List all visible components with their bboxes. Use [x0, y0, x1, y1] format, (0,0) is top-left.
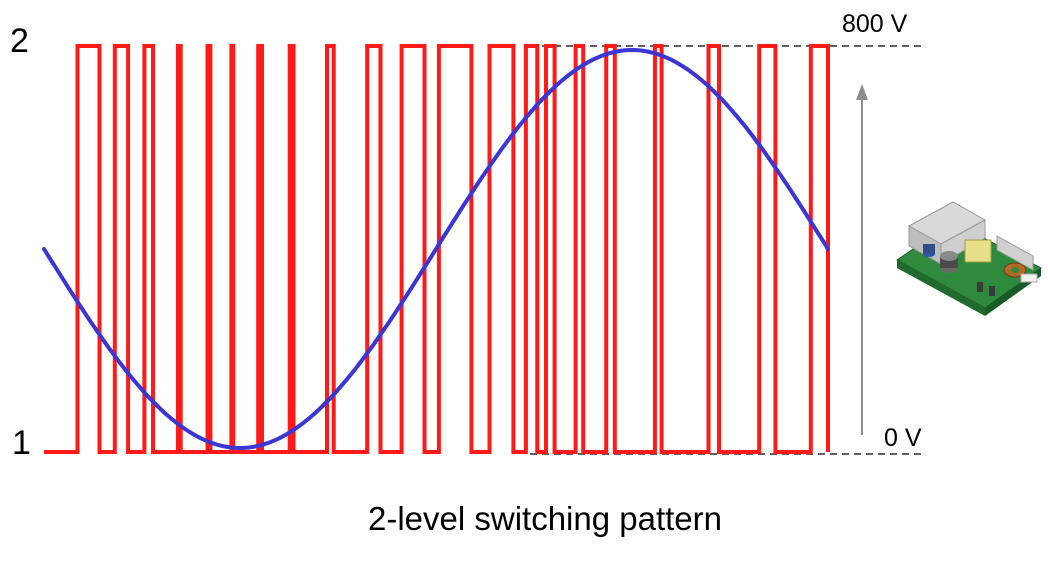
power-supply-board-image [896, 201, 1042, 316]
level-2-label: 2 [10, 22, 29, 60]
level-1-label: 1 [12, 424, 31, 462]
voltage-low-label: 0 V [884, 424, 922, 452]
pwm-waveform [44, 44, 830, 454]
diagram-caption: 2-level switching pattern [367, 500, 722, 537]
sine-reference [42, 47, 830, 451]
voltage-arrow-head [856, 84, 868, 100]
voltage-high-label: 800 V [842, 10, 908, 38]
